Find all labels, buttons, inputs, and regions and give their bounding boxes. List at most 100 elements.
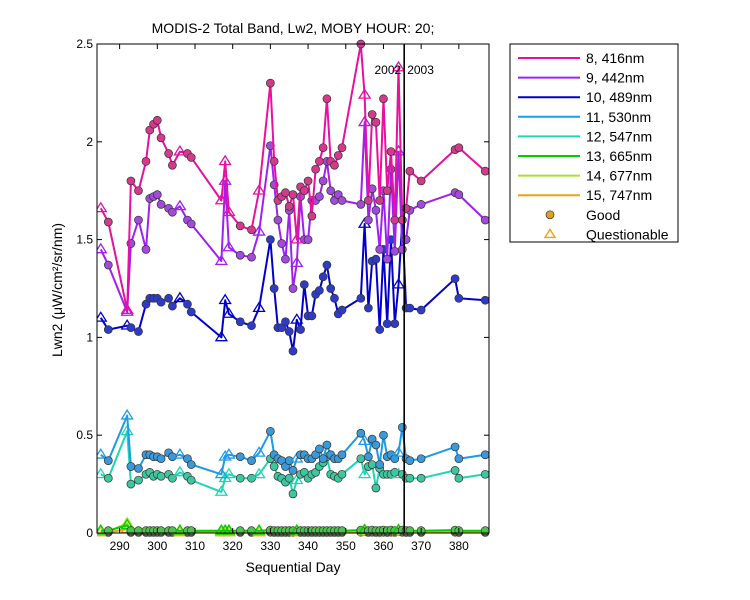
good-point <box>164 149 173 158</box>
good-point <box>333 151 343 160</box>
good-point <box>480 166 489 176</box>
good-point <box>330 160 339 170</box>
questionable-point <box>252 225 266 236</box>
questionable-point <box>214 467 229 479</box>
good-point <box>318 454 328 464</box>
axes-box <box>96 43 490 534</box>
questionable-point <box>222 205 236 217</box>
good-point <box>168 452 177 462</box>
good-point <box>450 442 460 452</box>
good-point <box>266 235 275 244</box>
series-3 <box>97 408 489 479</box>
legend-entry: Questionable <box>586 226 669 242</box>
good-point <box>281 254 290 264</box>
good-point <box>156 471 166 481</box>
good-point <box>296 325 305 334</box>
good-point <box>364 215 373 225</box>
questionable-point <box>222 240 236 252</box>
questionable-point <box>218 154 232 166</box>
good-point <box>375 245 385 254</box>
good-point <box>141 245 151 254</box>
good-point <box>386 147 396 156</box>
good-point <box>416 305 426 315</box>
questionable-point <box>97 467 108 479</box>
questionable-point <box>218 293 232 305</box>
questionable-point <box>391 60 406 72</box>
good-point <box>307 211 317 221</box>
questionable-point <box>252 523 266 535</box>
good-point <box>284 473 294 483</box>
good-point <box>371 440 381 450</box>
questionable-point <box>357 434 372 446</box>
good-point <box>277 239 287 248</box>
questionable-point <box>97 311 108 322</box>
good-point <box>318 176 328 186</box>
good-point <box>281 188 290 198</box>
good-point <box>416 200 426 209</box>
questionable-point <box>173 291 187 303</box>
good-point <box>405 456 415 465</box>
good-point <box>183 299 192 309</box>
legend-marker-questionable <box>543 228 557 239</box>
good-point <box>397 423 407 432</box>
questionable-point <box>290 473 304 485</box>
good-point <box>152 190 162 199</box>
good-point <box>235 250 245 260</box>
good-point <box>235 317 245 327</box>
questionable-point <box>218 174 232 185</box>
good-point <box>364 196 373 205</box>
good-point <box>405 303 415 313</box>
series-4 <box>97 424 489 499</box>
good-point <box>371 483 381 493</box>
questionable-point <box>173 199 187 211</box>
y-tick-label: 0 <box>86 526 93 540</box>
good-point <box>126 176 136 186</box>
good-point <box>322 440 332 450</box>
questionable-point <box>290 313 304 324</box>
good-point <box>454 143 464 153</box>
good-point <box>235 473 245 483</box>
good-point <box>416 473 426 483</box>
series-0 <box>97 39 489 314</box>
good-point <box>247 321 256 331</box>
questionable-point <box>252 183 266 195</box>
questionable-point <box>357 115 372 127</box>
good-point <box>326 186 336 196</box>
x-axis-label: Sequential Day <box>246 559 341 575</box>
questionable-point <box>214 485 229 496</box>
questionable-point <box>290 256 304 268</box>
good-point <box>315 157 324 166</box>
good-point <box>375 196 385 205</box>
axes: 2002 2003 290 300 310 320 330 340 350 360 370 380 0 0… <box>76 37 490 553</box>
good-point <box>356 293 366 303</box>
good-point <box>356 454 366 464</box>
y-tick-label: 1 <box>86 330 93 344</box>
good-point <box>284 201 294 211</box>
good-point <box>269 462 279 471</box>
good-point <box>168 301 177 311</box>
good-point <box>299 280 309 289</box>
questionable-point <box>222 307 236 318</box>
good-point <box>337 469 347 479</box>
year-label-2003: 2003 <box>407 63 434 77</box>
good-point <box>134 186 143 196</box>
legend-entry: 10, 489nm <box>586 89 652 105</box>
good-point <box>390 246 400 256</box>
good-point <box>382 319 392 329</box>
good-point <box>186 219 196 229</box>
good-point <box>235 452 245 462</box>
good-point <box>186 307 196 317</box>
questionable-point <box>357 88 372 99</box>
questionable-point <box>214 330 229 342</box>
good-point <box>152 115 162 125</box>
good-point <box>454 293 464 303</box>
good-point <box>266 78 275 88</box>
questionable-point <box>222 467 236 479</box>
good-point <box>134 475 143 485</box>
questionable-point <box>97 242 108 254</box>
good-point <box>126 462 136 471</box>
legend-entry: 15, 747nm <box>586 187 652 203</box>
good-point <box>103 217 113 227</box>
x-tick-label: 360 <box>373 539 393 553</box>
questionable-point <box>218 449 232 461</box>
